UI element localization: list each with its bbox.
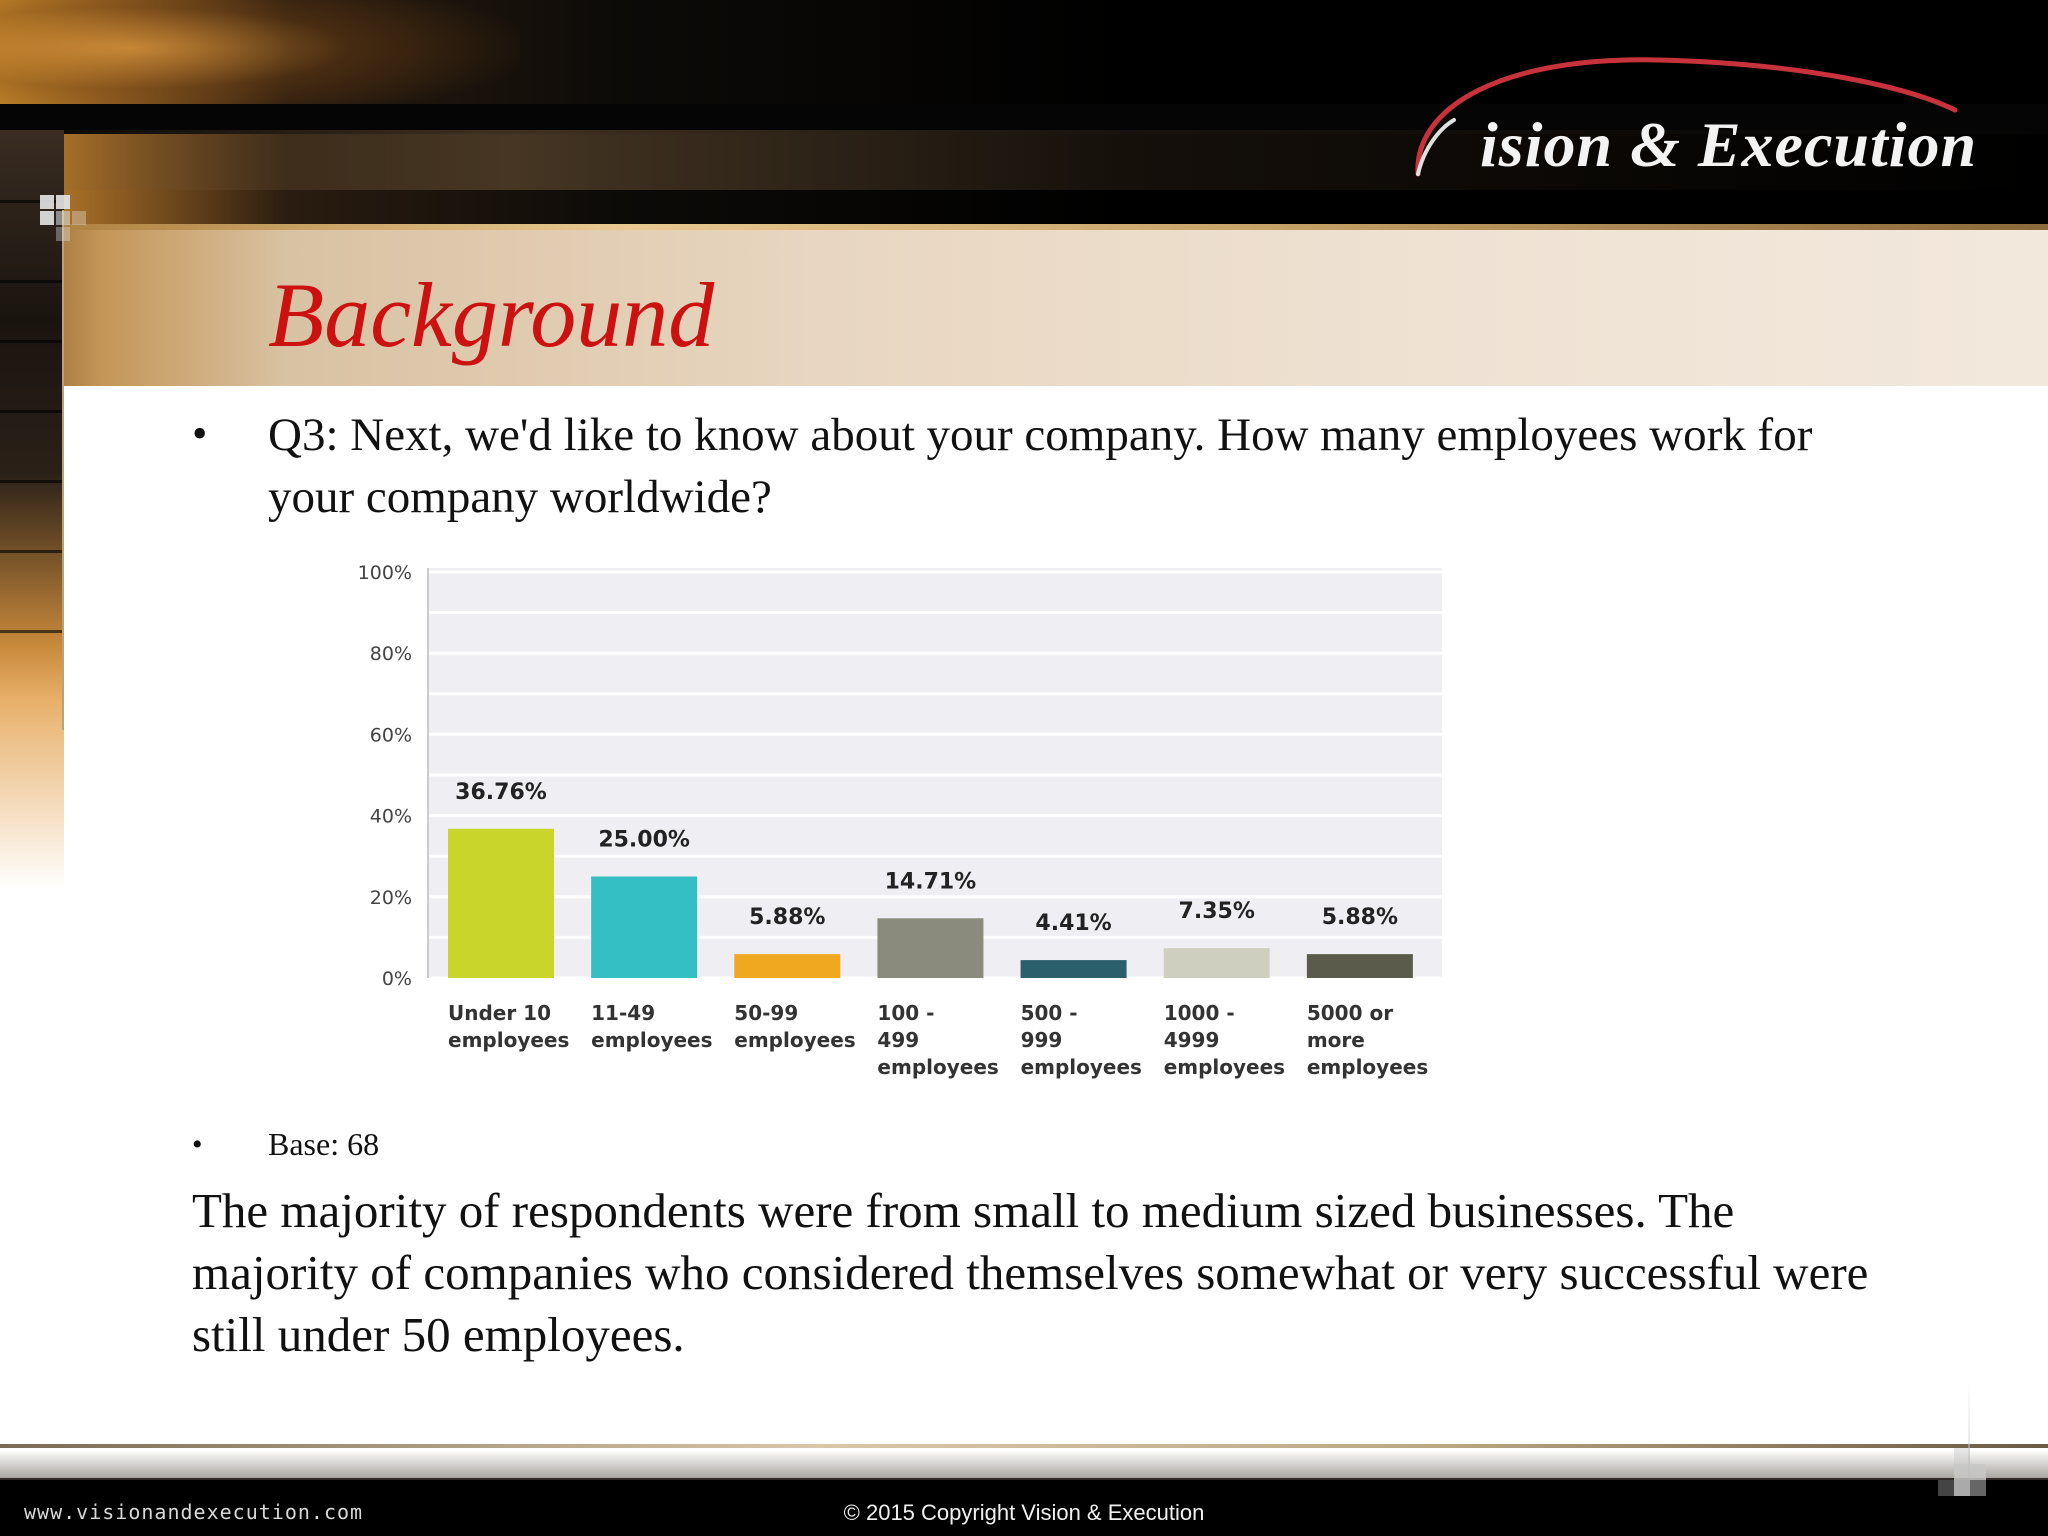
footer-copyright: © 2015 Copyright Vision & Execution — [843, 1500, 1205, 1525]
x-category-label-line: 50-99 — [734, 1001, 798, 1025]
chart-plot-area — [428, 568, 1442, 978]
x-category-label: 100 - 499 employees — [877, 1001, 998, 1079]
left-strip-divider — [0, 630, 64, 633]
y-tick-label: 100% — [358, 562, 412, 584]
x-category-label-line: employees — [877, 1055, 998, 1079]
x-category-label-line: more — [1307, 1028, 1365, 1052]
footer-fade — [0, 1450, 2048, 1480]
left-decor-strip — [0, 130, 64, 890]
x-category-label-line: employees — [1021, 1055, 1142, 1079]
x-category-label: 11-49 employees — [591, 1001, 712, 1052]
bullet-icon: • — [192, 409, 208, 458]
title-band — [0, 230, 2048, 386]
bar — [877, 918, 984, 978]
bar — [591, 876, 698, 978]
x-category-label-line: 5000 or — [1307, 1001, 1393, 1025]
bar-value-label: 36.76% — [455, 780, 547, 805]
footer-url: www.visionandexecution.com — [24, 1500, 364, 1524]
x-category-label-line: 11-49 — [591, 1001, 655, 1025]
footer-band — [0, 1450, 2048, 1536]
left-strip-divider — [0, 480, 64, 483]
x-category-label-line: 500 - — [1021, 1001, 1078, 1025]
x-category-label-line: 1000 - — [1164, 1001, 1235, 1025]
logo-swoosh-icon — [1415, 57, 1958, 177]
bullet-icon: • — [192, 1128, 203, 1161]
x-category-label: 500 - 999 employees — [1021, 1001, 1142, 1079]
corner-squares-decor — [1938, 1448, 2002, 1512]
chart-svg: 0% 20% 40% 60% 80% 100% 36.76% Under 10 employee… — [358, 562, 1442, 1079]
header-dark-bar — [0, 104, 2048, 134]
left-vertical-rule — [62, 210, 64, 730]
bar-value-label: 4.41% — [1035, 911, 1111, 936]
y-tick-label: 60% — [370, 724, 412, 746]
header-amber-glow — [0, 0, 520, 120]
y-tick-label: 40% — [370, 806, 412, 828]
x-category-label: 1000 - 4999 employees — [1164, 1001, 1285, 1079]
bar — [1163, 948, 1270, 978]
header-gold-rule — [0, 224, 2048, 230]
bar — [1306, 954, 1413, 978]
x-category-label-line: employees — [734, 1028, 855, 1052]
x-category-label-line: Under 10 — [448, 1001, 551, 1025]
x-category-label-line: employees — [448, 1028, 569, 1052]
x-category-label-line: employees — [1164, 1055, 1285, 1079]
x-category-label: 5000 or more employees — [1307, 1001, 1428, 1079]
question-text: Q3: Next, we'd like to know about your c… — [268, 409, 1813, 523]
x-category-label-line: 4999 — [1164, 1028, 1220, 1052]
header-streak — [0, 130, 2048, 190]
bar-value-label: 5.88% — [749, 905, 825, 930]
employee-count-bar-chart: 0% 20% 40% 60% 80% 100% 36.76% Under 10 employee… — [340, 560, 1460, 1100]
bar-value-label: 5.88% — [1322, 905, 1398, 930]
header-band — [0, 0, 2048, 228]
x-category-label-line: 999 — [1021, 1028, 1063, 1052]
y-tick-label: 20% — [370, 887, 412, 909]
left-strip-divider — [0, 550, 64, 553]
left-strip-divider — [0, 410, 64, 413]
summary-paragraph: The majority of respondents were from sm… — [192, 1183, 1869, 1362]
x-category-label-line: 499 — [877, 1028, 919, 1052]
x-category-label: Under 10 employees — [448, 1001, 569, 1052]
slide-title: Background — [268, 264, 715, 366]
x-category-label: 50-99 employees — [734, 1001, 855, 1052]
bar-value-label: 14.71% — [885, 869, 977, 894]
y-tick-label: 0% — [382, 968, 412, 990]
bar — [1020, 960, 1127, 978]
left-strip-divider — [0, 200, 64, 203]
left-strip-divider — [0, 340, 64, 343]
x-category-label-line: employees — [591, 1028, 712, 1052]
vision-execution-logo: ision & Execution — [1410, 48, 1976, 188]
bar-value-label: 7.35% — [1179, 899, 1255, 924]
x-category-label-line: employees — [1307, 1055, 1428, 1079]
y-tick-label: 80% — [370, 643, 412, 665]
bar — [448, 828, 554, 978]
x-category-label-line: 100 - — [877, 1001, 934, 1025]
bar — [734, 954, 841, 978]
logo-text: ision & Execution — [1480, 109, 1978, 180]
corner-squares-decor — [40, 195, 88, 243]
footer-rule — [0, 1444, 2048, 1448]
bar-value-label: 25.00% — [598, 828, 690, 853]
base-count: Base: 68 — [268, 1126, 380, 1162]
left-strip-divider — [0, 280, 64, 283]
